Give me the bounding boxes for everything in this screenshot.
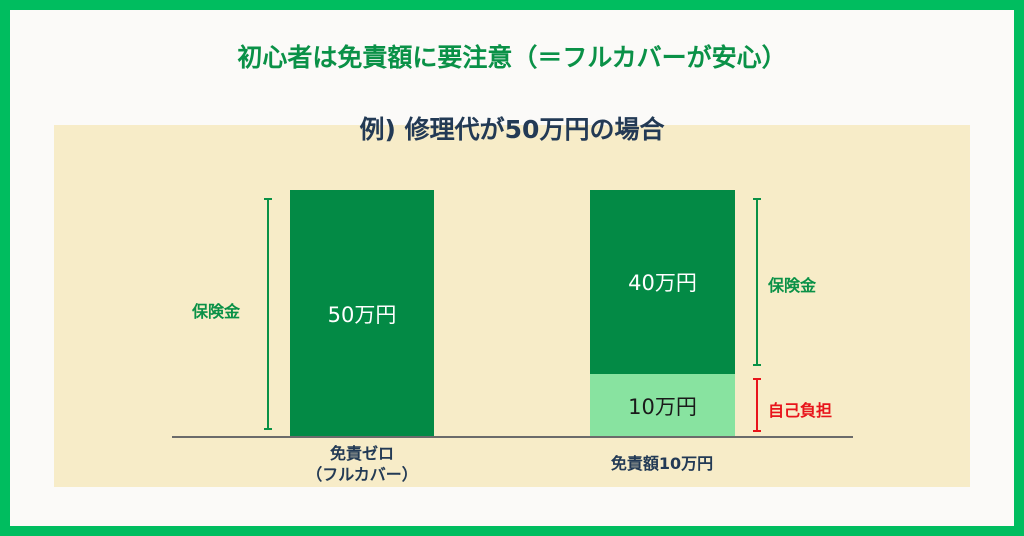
self-pay-label: 自己負担 [768,401,833,420]
page-title: 初心者は免責額に要注意（＝フルカバーが安心） [237,43,787,72]
insurance-bracket-right [753,198,761,366]
insurance-label-right: 保険金 [768,276,817,295]
chart-subtitle: 例) 修理代が50万円の場合 [359,115,665,144]
insurance-bar-right-value: 40万円 [628,271,697,295]
x-label-full-cover-line1: 免責ゼロ [329,444,394,463]
insurance-label-left: 保険金 [192,302,241,321]
self-pay-bracket [753,378,761,432]
insurance-bracket-left [264,198,272,430]
x-axis-line [172,436,853,438]
full-cover-bar: 50万円 [290,190,434,437]
chart-panel [54,125,970,487]
full-cover-bar-value: 50万円 [327,302,397,327]
x-label-full-cover: 免責ゼロ （フルカバー） [262,443,462,485]
x-label-full-cover-line2: （フルカバー） [306,465,418,484]
insurance-bar-right: 40万円 [590,190,735,374]
deductible-bar: 10万円 [590,374,735,437]
deductible-bar-value: 10万円 [628,394,697,419]
x-label-deductible: 免責額10万円 [610,454,714,473]
